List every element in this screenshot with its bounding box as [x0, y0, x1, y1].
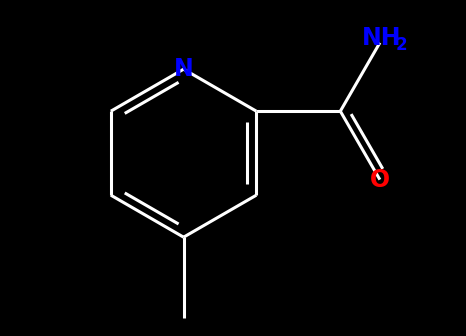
Text: NH: NH	[362, 26, 402, 50]
Text: 2: 2	[396, 36, 407, 54]
Text: N: N	[174, 57, 193, 81]
Text: O: O	[370, 168, 390, 192]
